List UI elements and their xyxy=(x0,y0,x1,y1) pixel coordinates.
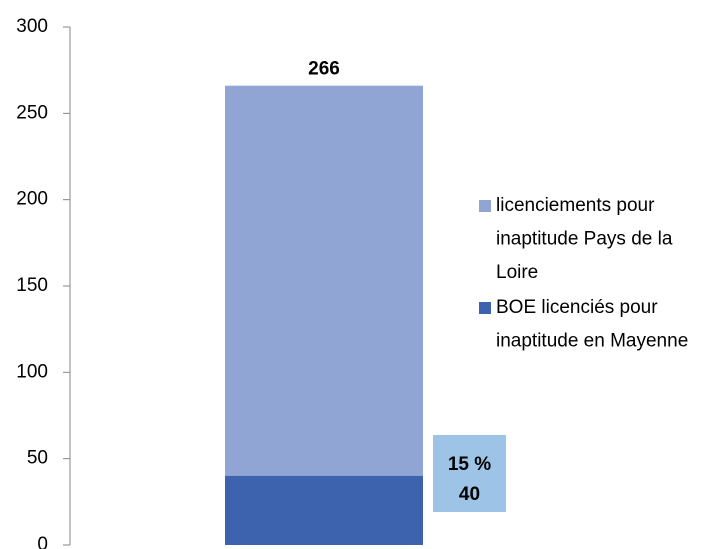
legend-line: inaptitude en Mayenne xyxy=(496,331,688,352)
label-box xyxy=(433,435,506,512)
bar xyxy=(225,475,423,545)
y-tick-label: 300 xyxy=(16,16,48,37)
data-label: 266 xyxy=(308,59,340,80)
legend-line: BOE licenciés pour xyxy=(496,297,658,318)
y-tick-label: 100 xyxy=(16,361,48,382)
bar xyxy=(225,85,423,545)
legend-label: BOE licenciés pour inaptitude en Mayenne xyxy=(496,297,688,352)
legend-swatch xyxy=(479,200,491,212)
y-tick-label: 250 xyxy=(16,102,48,123)
y-tick-label: 50 xyxy=(27,448,48,469)
y-tick-label: 0 xyxy=(37,534,48,549)
legend-line: inaptitude Pays de la xyxy=(496,229,673,250)
data-label: 40 xyxy=(459,484,480,505)
y-tick-label: 200 xyxy=(16,189,48,210)
annotation: 15 % xyxy=(448,454,491,475)
legend-swatch xyxy=(479,302,491,314)
legend-line: Loire xyxy=(496,262,538,283)
legend-line: licenciements pour xyxy=(496,195,655,216)
legend-label: licenciements pour inaptitude Pays de la L… xyxy=(496,195,673,283)
y-tick-label: 150 xyxy=(16,275,48,296)
